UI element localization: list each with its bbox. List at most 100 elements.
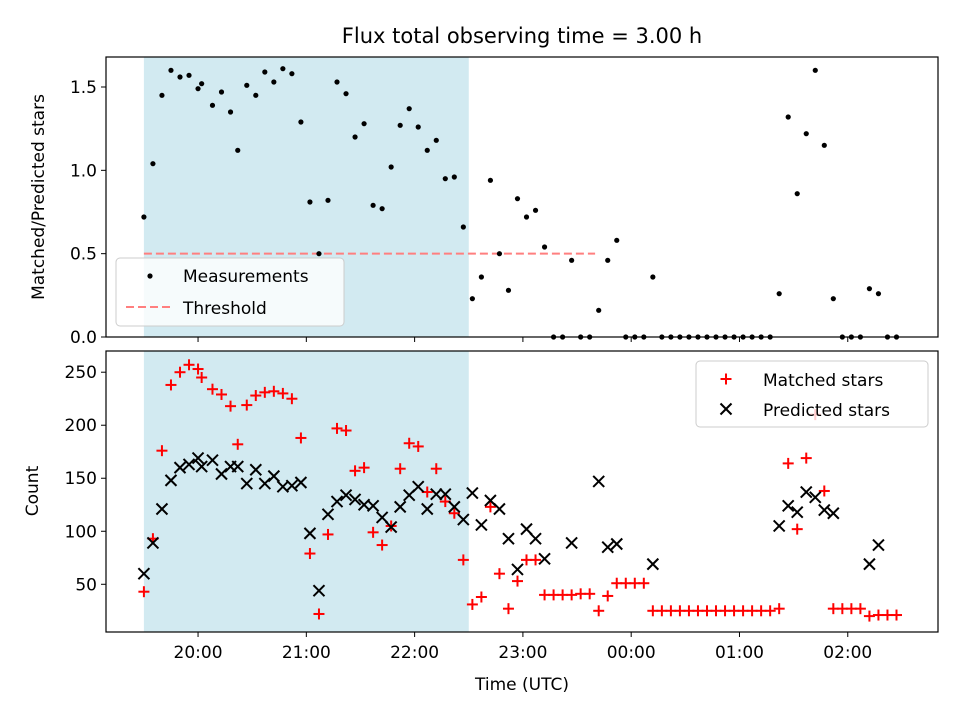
predicted-point-b xyxy=(155,502,169,516)
predicted-point xyxy=(448,500,461,514)
predicted-point xyxy=(267,469,281,483)
predicted-point-b xyxy=(384,520,398,534)
x-axis-label: Time (UTC) xyxy=(474,675,569,695)
measurement-point xyxy=(218,89,225,95)
matched-point xyxy=(241,399,253,411)
top-y-tick-label: 1.0 xyxy=(70,161,97,181)
x-tick-label: 22:00 xyxy=(390,643,439,663)
matched-point xyxy=(196,372,208,384)
legend-predicted-glyph xyxy=(719,402,733,416)
matched-point xyxy=(313,608,325,620)
predicted-point-b xyxy=(809,491,822,504)
predicted-point-b xyxy=(439,487,452,501)
predicted-point-b xyxy=(215,467,228,481)
predicted-point-b xyxy=(430,487,443,501)
predicted-point xyxy=(818,503,831,517)
predicted-point xyxy=(393,500,407,514)
matched-point xyxy=(638,577,650,589)
measurement-point xyxy=(370,202,376,208)
matched-point xyxy=(782,457,794,469)
predicted-point-b xyxy=(240,477,253,490)
predicted-point-b xyxy=(565,536,578,550)
predicted-point-b xyxy=(502,532,515,545)
measurement-point xyxy=(469,296,475,302)
measurement-point xyxy=(352,134,358,140)
measurement-point xyxy=(424,147,430,153)
predicted-point xyxy=(366,499,380,513)
matched-point xyxy=(250,390,262,402)
measurement-point xyxy=(159,92,165,98)
legend-measurements-marker xyxy=(147,273,153,279)
predicted-point-b xyxy=(412,480,425,493)
matched-point xyxy=(349,465,361,477)
measurement-point xyxy=(478,274,484,280)
predicted-point xyxy=(502,532,515,545)
measurement-point xyxy=(569,257,575,263)
measurement-point xyxy=(523,214,530,220)
predicted-point-b xyxy=(457,513,470,526)
measurement-point xyxy=(253,92,259,98)
matched-point xyxy=(304,548,316,560)
matched-point xyxy=(403,437,415,449)
measurement-point xyxy=(168,67,174,73)
predicted-point-b xyxy=(137,567,151,580)
predicted-point-b xyxy=(146,536,160,550)
predicted-point xyxy=(430,487,443,501)
measurement-point xyxy=(433,137,439,143)
matched-point xyxy=(225,400,237,412)
predicted-point-b xyxy=(791,505,804,519)
matched-point xyxy=(791,523,803,535)
measurement-point xyxy=(496,251,503,257)
measurement-point xyxy=(794,191,800,197)
matched-point xyxy=(430,463,442,475)
measurement-point xyxy=(514,196,521,202)
measurement-point xyxy=(280,66,286,72)
measurement-point xyxy=(532,207,539,213)
legend-matched-glyph xyxy=(720,373,732,385)
measurement-point xyxy=(803,131,809,137)
matched-point xyxy=(818,485,830,497)
predicted-point xyxy=(475,518,488,532)
predicted-point-b xyxy=(164,474,178,487)
predicted-point-b xyxy=(348,493,362,506)
predicted-point xyxy=(294,476,308,489)
matched-point xyxy=(800,452,812,464)
predicted-point xyxy=(610,537,623,551)
predicted-point-b xyxy=(249,463,263,476)
predicted-point-b xyxy=(375,511,389,524)
x-tick-label: 00:00 xyxy=(607,643,656,663)
predicted-point-b xyxy=(646,557,660,571)
predicted-point-b xyxy=(191,451,205,465)
predicted-point xyxy=(312,584,326,597)
measurement-point xyxy=(442,176,448,182)
predicted-point xyxy=(375,511,389,524)
bottom-legend-box xyxy=(695,360,929,428)
matched-point xyxy=(322,528,334,540)
top-axes-frame xyxy=(105,56,939,338)
matched-point xyxy=(593,605,605,617)
matched-point xyxy=(331,422,343,434)
measurement-point xyxy=(289,71,295,77)
measurement-point xyxy=(785,114,791,120)
predicted-point xyxy=(164,474,178,487)
predicted-point xyxy=(195,460,208,473)
predicted-point xyxy=(215,467,228,481)
measurement-point xyxy=(415,124,421,130)
predicted-point xyxy=(249,463,263,476)
legend-matched-marker xyxy=(720,373,732,385)
measurement-point xyxy=(830,296,836,302)
predicted-point-b xyxy=(366,499,380,513)
predicted-point-b xyxy=(182,458,196,471)
top-legend: Measurements Threshold xyxy=(115,257,345,327)
predicted-point xyxy=(791,505,804,519)
matched-point xyxy=(259,386,271,398)
matched-point xyxy=(466,598,478,610)
bottom-y-tick-label: 200 xyxy=(65,416,97,436)
predicted-point xyxy=(809,491,822,504)
predicted-point xyxy=(182,458,196,471)
measurement-point xyxy=(821,142,827,148)
predicted-point-b xyxy=(538,552,551,566)
predicted-point xyxy=(772,519,786,533)
measurement-point xyxy=(812,67,818,73)
top-y-tick-label: 1.5 xyxy=(70,78,97,98)
